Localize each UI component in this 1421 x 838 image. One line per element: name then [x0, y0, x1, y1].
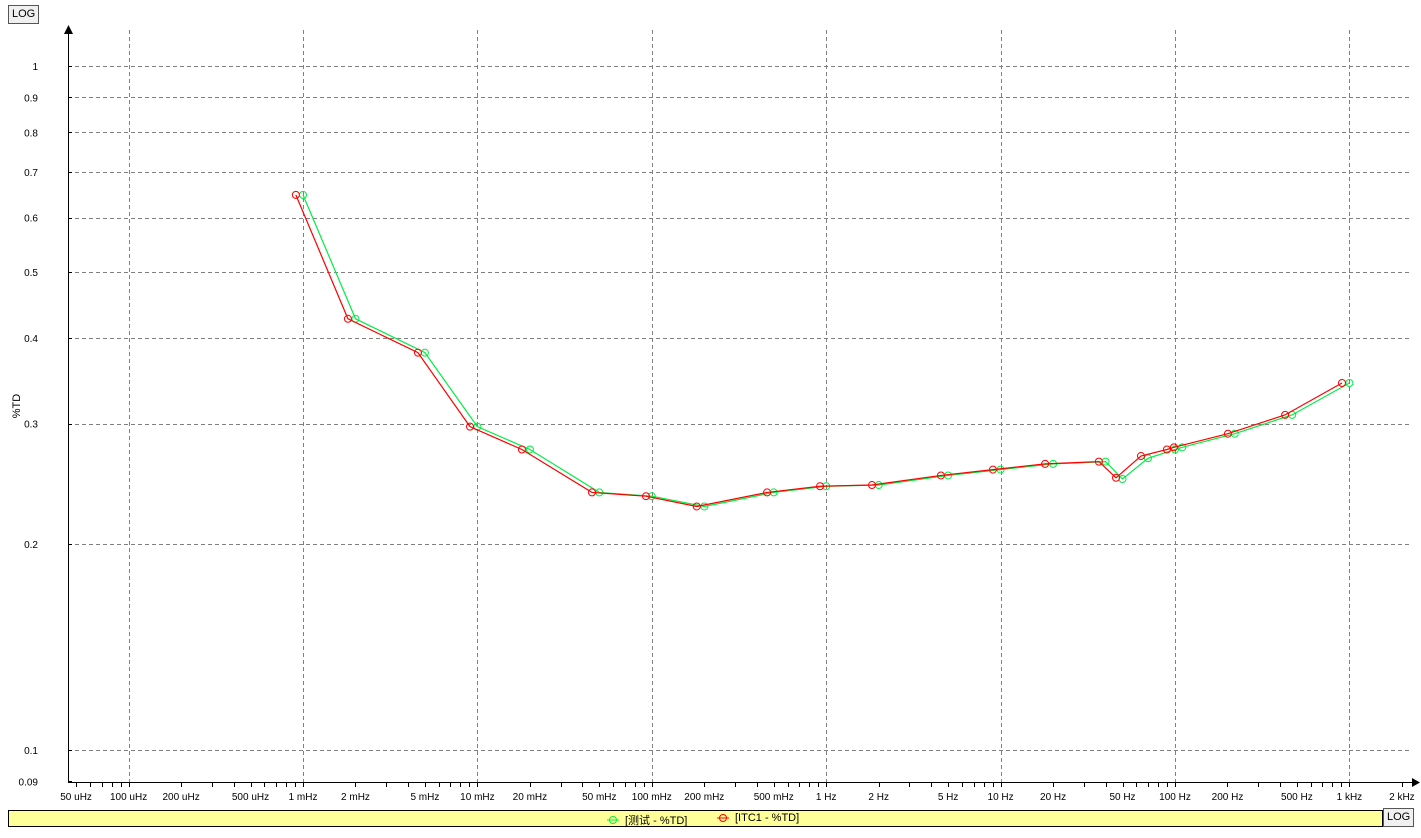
series-line	[295, 194, 1343, 508]
x-log-toggle-button[interactable]: LOG	[1383, 808, 1415, 827]
data-point	[517, 445, 526, 454]
y-tick-label: 0.4	[24, 334, 38, 345]
x-tick-label: 500 uHz	[232, 792, 269, 803]
series-1	[299, 190, 1354, 511]
data-point	[816, 482, 825, 491]
data-point	[1041, 459, 1050, 468]
data-point	[291, 190, 300, 199]
y-tick-label: 0.2	[24, 540, 38, 551]
x-tick-label: 200 uHz	[162, 792, 199, 803]
x-tick-label: 1 mHz	[289, 792, 318, 803]
x-tick-label: 500 Hz	[1281, 792, 1313, 803]
y-tick-label: 0.6	[24, 214, 38, 225]
x-tick-label: 50 mHz	[582, 792, 616, 803]
data-point	[1338, 378, 1347, 387]
legend-marker-red-icon	[717, 814, 729, 822]
data-point	[1162, 445, 1171, 454]
data-point	[1178, 443, 1187, 452]
data-point	[466, 422, 475, 431]
data-point	[1169, 443, 1178, 452]
x-tick-label: 10 mHz	[460, 792, 494, 803]
x-tick-label: 2 kHz	[1389, 792, 1415, 803]
data-point	[936, 471, 945, 480]
y-log-toggle-button[interactable]: LOG	[8, 5, 40, 24]
legend-label: [测试 - %TD]	[625, 815, 688, 827]
y-tick-label: 0.5	[24, 268, 38, 279]
x-tick-label: 2 mHz	[341, 792, 370, 803]
legend-label: [ITC1 - %TD]	[735, 812, 800, 824]
x-tick-label: 100 mHz	[632, 792, 672, 803]
legend-marker-green-icon	[607, 816, 619, 824]
y-axis-label: %TD	[11, 394, 23, 419]
x-tick-label: 200 mHz	[684, 792, 724, 803]
x-tick-label: 10 Hz	[988, 792, 1014, 803]
legend: [测试 - %TD] [ITC1 - %TD]	[8, 810, 1383, 827]
legend-item-series-1: [测试 - %TD]	[607, 812, 687, 828]
data-point	[1281, 410, 1290, 419]
x-tick-label: 1 kHz	[1337, 792, 1363, 803]
x-tick-label: 1 Hz	[816, 792, 837, 803]
data-point	[700, 502, 709, 511]
y-tick-label: 1	[32, 62, 38, 73]
data-point	[1094, 457, 1103, 466]
y-tick-label: 0.9	[24, 93, 38, 104]
x-tick-label: 5 mHz	[410, 792, 439, 803]
data-point	[988, 465, 997, 474]
x-tick-label: 50 Hz	[1109, 792, 1135, 803]
data-point	[1136, 452, 1145, 461]
x-tick-label: 2 Hz	[868, 792, 889, 803]
series-2	[291, 190, 1347, 511]
data-point	[587, 488, 596, 497]
x-tick-label: 20 mHz	[513, 792, 547, 803]
x-tick-label: 5 Hz	[938, 792, 959, 803]
x-tick-label: 500 mHz	[754, 792, 794, 803]
y-tick-label: 0.7	[24, 168, 38, 179]
data-point	[525, 445, 534, 454]
y-tick-label: 0.3	[24, 420, 38, 431]
x-tick-label: 50 uHz	[60, 792, 92, 803]
x-tick-label: 100 Hz	[1159, 792, 1191, 803]
y-tick-label: 0.1	[24, 746, 38, 757]
data-point	[867, 481, 876, 490]
y-axis-arrow-icon	[64, 25, 73, 34]
x-axis-arrow-icon	[1412, 778, 1420, 787]
y-tick-label: 0.09	[19, 777, 39, 788]
x-tick-label: 200 Hz	[1212, 792, 1244, 803]
data-point	[763, 488, 772, 497]
data-point	[1112, 473, 1121, 482]
x-tick-label: 20 Hz	[1040, 792, 1066, 803]
data-point	[1223, 429, 1232, 438]
legend-item-series-2: [ITC1 - %TD]	[717, 812, 799, 824]
data-point	[343, 314, 352, 323]
data-point	[641, 492, 650, 501]
data-point	[413, 348, 422, 357]
x-tick-label: 100 uHz	[110, 792, 147, 803]
y-tick-label: 0.8	[24, 128, 38, 139]
data-point	[692, 502, 701, 511]
